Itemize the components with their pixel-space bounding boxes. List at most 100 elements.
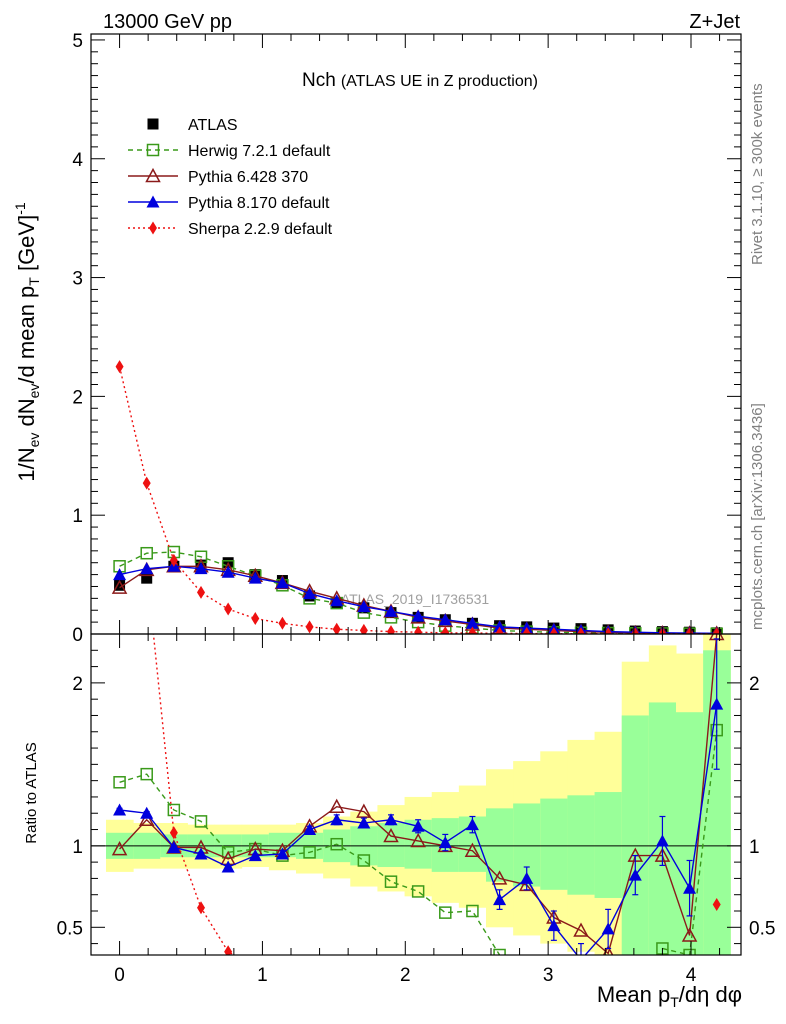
ratio-point-pythia6-1 [138,811,155,827]
legend-label-herwig: Herwig 7.2.1 default [188,143,331,160]
ratio-point-pythia8-2 [167,840,181,853]
main-point-sherpa-3 [197,585,205,599]
main-point-sherpa-13 [468,626,477,634]
ratio-point-sherpa-22 [712,897,721,911]
main-point-sherpa-14 [495,626,504,634]
ratio-point-herwig-3 [194,815,208,828]
ytick-label-ratio-left-1: 1 [72,837,83,858]
ratio-point-pythia8-20 [655,834,669,847]
ratio-point-pythia8-1 [140,806,154,819]
ratio-point-pythia6-11 [410,832,426,848]
ytick-label-ratio-left-2: 2 [72,674,83,695]
y-axis-label-main: 1/Nev dNev/d mean pT [GeV]-1 [12,202,42,482]
ratio-point-herwig-14 [493,948,506,955]
ytick-label-main-2: 2 [72,387,83,408]
main-point-pythia8-3 [194,562,208,575]
main-point-sherpa-8 [332,622,341,634]
ratio-point-sherpa-6 [278,970,286,983]
main-point-sherpa-16 [549,627,558,634]
band-inner-18 [594,792,623,898]
legend-marker-atlas [147,118,159,130]
ratio-point-pythia8-7 [303,823,317,836]
main-point-pythia8-0 [113,568,127,581]
main-point-pythia8-14 [493,620,507,633]
y-axis-label-ratio: Ratio to ATLAS [23,742,40,843]
ratio-point-pythia6-8 [328,798,345,813]
side-label-top: Rivet 3.1.10, ≥ 300k events [749,83,766,265]
band-inner-16 [540,798,568,890]
ratio-point-herwig-1 [140,767,153,781]
legend-label-atlas: ATLAS [188,117,238,134]
legend-marker-herwig [146,143,160,157]
legend-marker-pythia6 [145,167,161,183]
ratio-frame [90,633,742,956]
x-axis-label: Mean pT/dη dφ [597,982,742,1010]
main-point-sherpa-6 [278,616,287,630]
ratio-point-herwig-21 [683,948,696,955]
ytick-label-main-1: 1 [72,506,83,527]
ytick-label-main-0: 0 [72,625,83,646]
ratio-point-pythia8-3 [194,847,208,860]
main-point-pythia8-9 [357,600,371,613]
ratio-point-herwig-13 [466,904,479,918]
main-point-sherpa-5 [251,612,260,626]
ratio-point-pythia6-14 [491,870,508,885]
band-inner-19 [621,715,650,955]
ratio-point-pythia8-19 [628,868,642,881]
main-point-sherpa-19 [631,627,640,634]
ratio-point-pythia8-11 [411,819,425,832]
band-inner-21 [676,712,704,955]
ratio-point-herwig-8 [330,837,343,851]
main-point-pythia8-7 [303,587,317,600]
legend: ATLAS Herwig 7.2.1 default Pythia 6.428 37… [128,117,333,238]
main-point-pythia8-4 [221,565,235,578]
legend-label-pythia6: Pythia 6.428 370 [188,169,308,186]
main-point-pythia8-10 [384,604,398,617]
main-point-sherpa-7 [305,620,314,634]
main-point-sherpa-4 [224,602,233,616]
ratio-point-pythia6-0 [111,841,128,856]
main-point-sherpa-1 [142,476,151,490]
xtick-label-0: 0 [114,965,125,986]
ratio-point-pythia6-10 [383,827,399,843]
band-inner-17 [567,795,596,895]
ratio-point-pythia6-17 [573,922,589,937]
main-point-sherpa-10 [387,625,395,634]
main-point-sherpa-21 [685,627,694,634]
ratio-line-herwig-1 [662,730,718,955]
ratio-point-sherpa-4 [224,945,233,955]
ratio-point-pythia8-15 [520,871,534,884]
main-point-pythia8-1 [140,562,154,575]
main-point-pythia6-0 [111,579,128,594]
watermark: ATLAS_2019_I1736531 [341,591,490,607]
side-label-bottom: mcplots.cern.ch [arXiv:1306.3436] [749,403,766,630]
ratio-point-herwig-4 [221,846,235,859]
ratio-point-pythia8-22 [710,697,724,710]
ratio-point-herwig-2 [167,803,181,817]
legend-label-sherpa: Sherpa 2.2.9 default [188,221,333,238]
ratio-point-pythia8-10 [384,813,398,826]
legend-marker-sherpa [149,221,157,235]
ratio-plot-area [111,634,725,983]
main-point-pythia8-6 [275,576,289,589]
ratio-point-pythia8-4 [221,860,235,873]
ratio-point-pythia8-8 [330,813,344,826]
main-point-pythia8-8 [330,594,344,607]
ratio-point-pythia8-9 [357,816,371,829]
ytick-label-ratio-right-2: 2 [749,674,760,695]
main-point-sherpa-12 [441,626,450,634]
ytick-label-main-3: 3 [72,269,83,290]
main-point-pythia8-13 [465,616,479,629]
main-point-sherpa-17 [577,627,585,634]
ratio-point-sherpa-2 [169,826,178,840]
axes-frames [90,33,742,956]
ratio-point-herwig-9 [357,854,371,867]
main-point-sherpa-22 [712,627,721,634]
ratio-point-herwig-11 [411,885,425,898]
ratio-point-pythia8-6 [275,847,289,860]
xtick-label-3: 3 [543,965,554,986]
ratio-point-herwig-10 [384,875,398,888]
main-point-atlas-0 [114,579,126,591]
main-point-sherpa-15 [522,627,531,634]
